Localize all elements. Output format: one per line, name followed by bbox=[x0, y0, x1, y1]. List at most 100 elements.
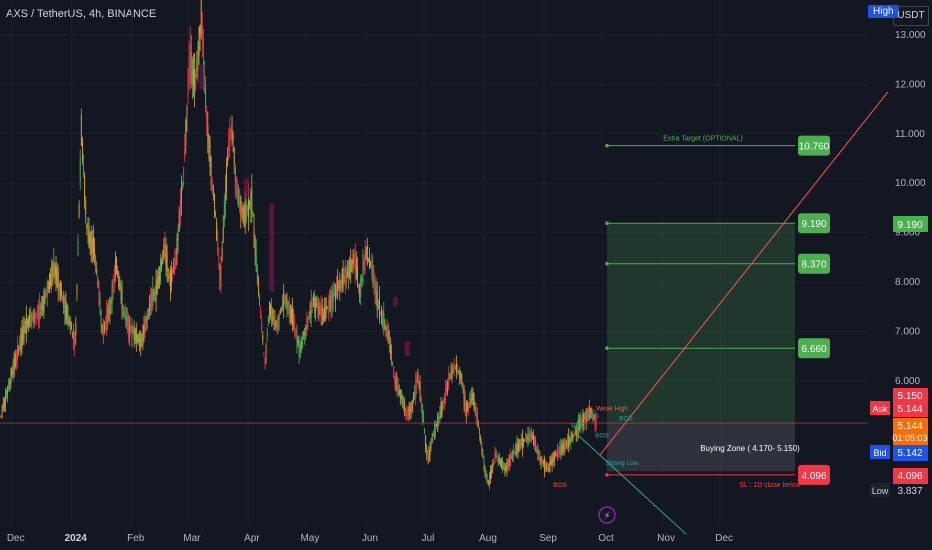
candle-body bbox=[350, 258, 352, 273]
ask-value-bg bbox=[893, 401, 928, 417]
trade-zones: Buying Zone ( 4.170- 5.150) bbox=[607, 223, 800, 472]
candle-body bbox=[305, 325, 307, 331]
candle-body bbox=[531, 432, 533, 439]
candle-body bbox=[429, 445, 431, 456]
candle-body bbox=[214, 193, 215, 214]
candle-body bbox=[293, 314, 295, 330]
candle-body bbox=[126, 314, 127, 322]
level-anchor bbox=[605, 261, 609, 266]
candle-body bbox=[269, 303, 270, 313]
candle-body bbox=[337, 278, 339, 297]
candle-body bbox=[267, 316, 269, 322]
x-tick-label: Mar bbox=[183, 533, 201, 544]
candle-body bbox=[473, 394, 475, 410]
candle-body bbox=[553, 452, 555, 461]
candle-body bbox=[522, 435, 523, 450]
high-low-toggle[interactable]: High bbox=[868, 5, 899, 18]
candle-body bbox=[324, 307, 325, 321]
candle-body bbox=[112, 278, 114, 293]
candle-body bbox=[480, 437, 482, 441]
candle-body bbox=[563, 444, 565, 450]
x-tick-label: Dec bbox=[715, 533, 733, 544]
candle-body bbox=[559, 446, 561, 455]
candle-body bbox=[166, 253, 168, 272]
target-badge bbox=[798, 253, 830, 274]
candle-body bbox=[595, 418, 597, 429]
candle-body bbox=[185, 120, 187, 146]
candle-body bbox=[177, 229, 179, 242]
candle-body bbox=[14, 353, 16, 367]
candle-body bbox=[406, 413, 408, 415]
candle-body bbox=[124, 312, 126, 321]
target-badge bbox=[798, 135, 830, 156]
candle-body bbox=[479, 428, 480, 435]
candle-body bbox=[448, 374, 450, 389]
candle-body bbox=[430, 442, 432, 448]
candle-body bbox=[240, 195, 242, 217]
candle-body bbox=[94, 246, 95, 255]
candle-body bbox=[156, 279, 158, 295]
candle-body bbox=[570, 434, 572, 444]
candle-body bbox=[434, 424, 435, 440]
candle-body bbox=[415, 379, 417, 399]
candle-body bbox=[54, 265, 56, 276]
candle-body bbox=[581, 419, 583, 423]
candle-body bbox=[65, 300, 67, 320]
candle-body bbox=[527, 433, 529, 441]
candle-body bbox=[187, 85, 189, 99]
low-tag bbox=[870, 483, 890, 497]
candle-body bbox=[244, 204, 246, 227]
low-tag-text: Low bbox=[872, 486, 889, 496]
candle-body bbox=[471, 393, 473, 400]
candle-body bbox=[82, 138, 83, 160]
structure-annotation: BOS bbox=[619, 415, 633, 422]
candle-body bbox=[457, 369, 458, 371]
chart-overlays: 10.760 Extra Target (OPTIONAL) 9.190 8.370 6… bbox=[0, 91, 889, 535]
candle-body bbox=[60, 283, 61, 296]
high-marker-value: 9.190 bbox=[897, 220, 922, 231]
candle-body bbox=[393, 366, 395, 379]
candle-body bbox=[263, 352, 265, 354]
candle-body bbox=[140, 331, 142, 348]
candle-body bbox=[52, 263, 54, 282]
candle-body bbox=[322, 312, 324, 322]
descending-trend-line bbox=[577, 434, 687, 535]
candle-body bbox=[331, 290, 333, 310]
order-block bbox=[199, 64, 205, 90]
candle-body bbox=[426, 447, 428, 456]
candle-body bbox=[495, 454, 497, 457]
candle-body bbox=[332, 291, 334, 302]
order-block bbox=[404, 341, 410, 357]
candle-body bbox=[525, 437, 527, 442]
x-tick-label: Nov bbox=[657, 533, 675, 544]
candle-body bbox=[46, 282, 48, 297]
candle-body bbox=[34, 313, 36, 319]
candle-body bbox=[403, 400, 405, 410]
candle-body bbox=[544, 459, 545, 472]
candle-body bbox=[17, 344, 18, 360]
candle-body bbox=[23, 323, 25, 339]
candle-body bbox=[462, 387, 464, 390]
candle-body bbox=[552, 456, 554, 463]
candle-body bbox=[152, 286, 154, 306]
candle-body bbox=[284, 295, 286, 300]
candle-body bbox=[590, 408, 592, 413]
candle-body bbox=[7, 386, 9, 394]
candle-body bbox=[226, 163, 227, 193]
candle-body bbox=[339, 277, 341, 290]
candle-body bbox=[423, 417, 424, 423]
candle-body bbox=[327, 307, 329, 309]
currency-selector[interactable]: USDT bbox=[893, 6, 929, 26]
target-badge bbox=[798, 213, 830, 234]
candle-body bbox=[414, 393, 416, 397]
candle-body bbox=[69, 322, 71, 329]
candle-body bbox=[454, 364, 456, 370]
candle-body bbox=[548, 465, 550, 472]
candle-body bbox=[216, 221, 218, 241]
candle-body bbox=[478, 423, 479, 425]
candle-body bbox=[32, 314, 34, 322]
stop-loss-marker-value: 4.096 bbox=[897, 471, 922, 482]
candle-body bbox=[577, 425, 578, 437]
y-tick-label: 12.000 bbox=[895, 79, 926, 90]
